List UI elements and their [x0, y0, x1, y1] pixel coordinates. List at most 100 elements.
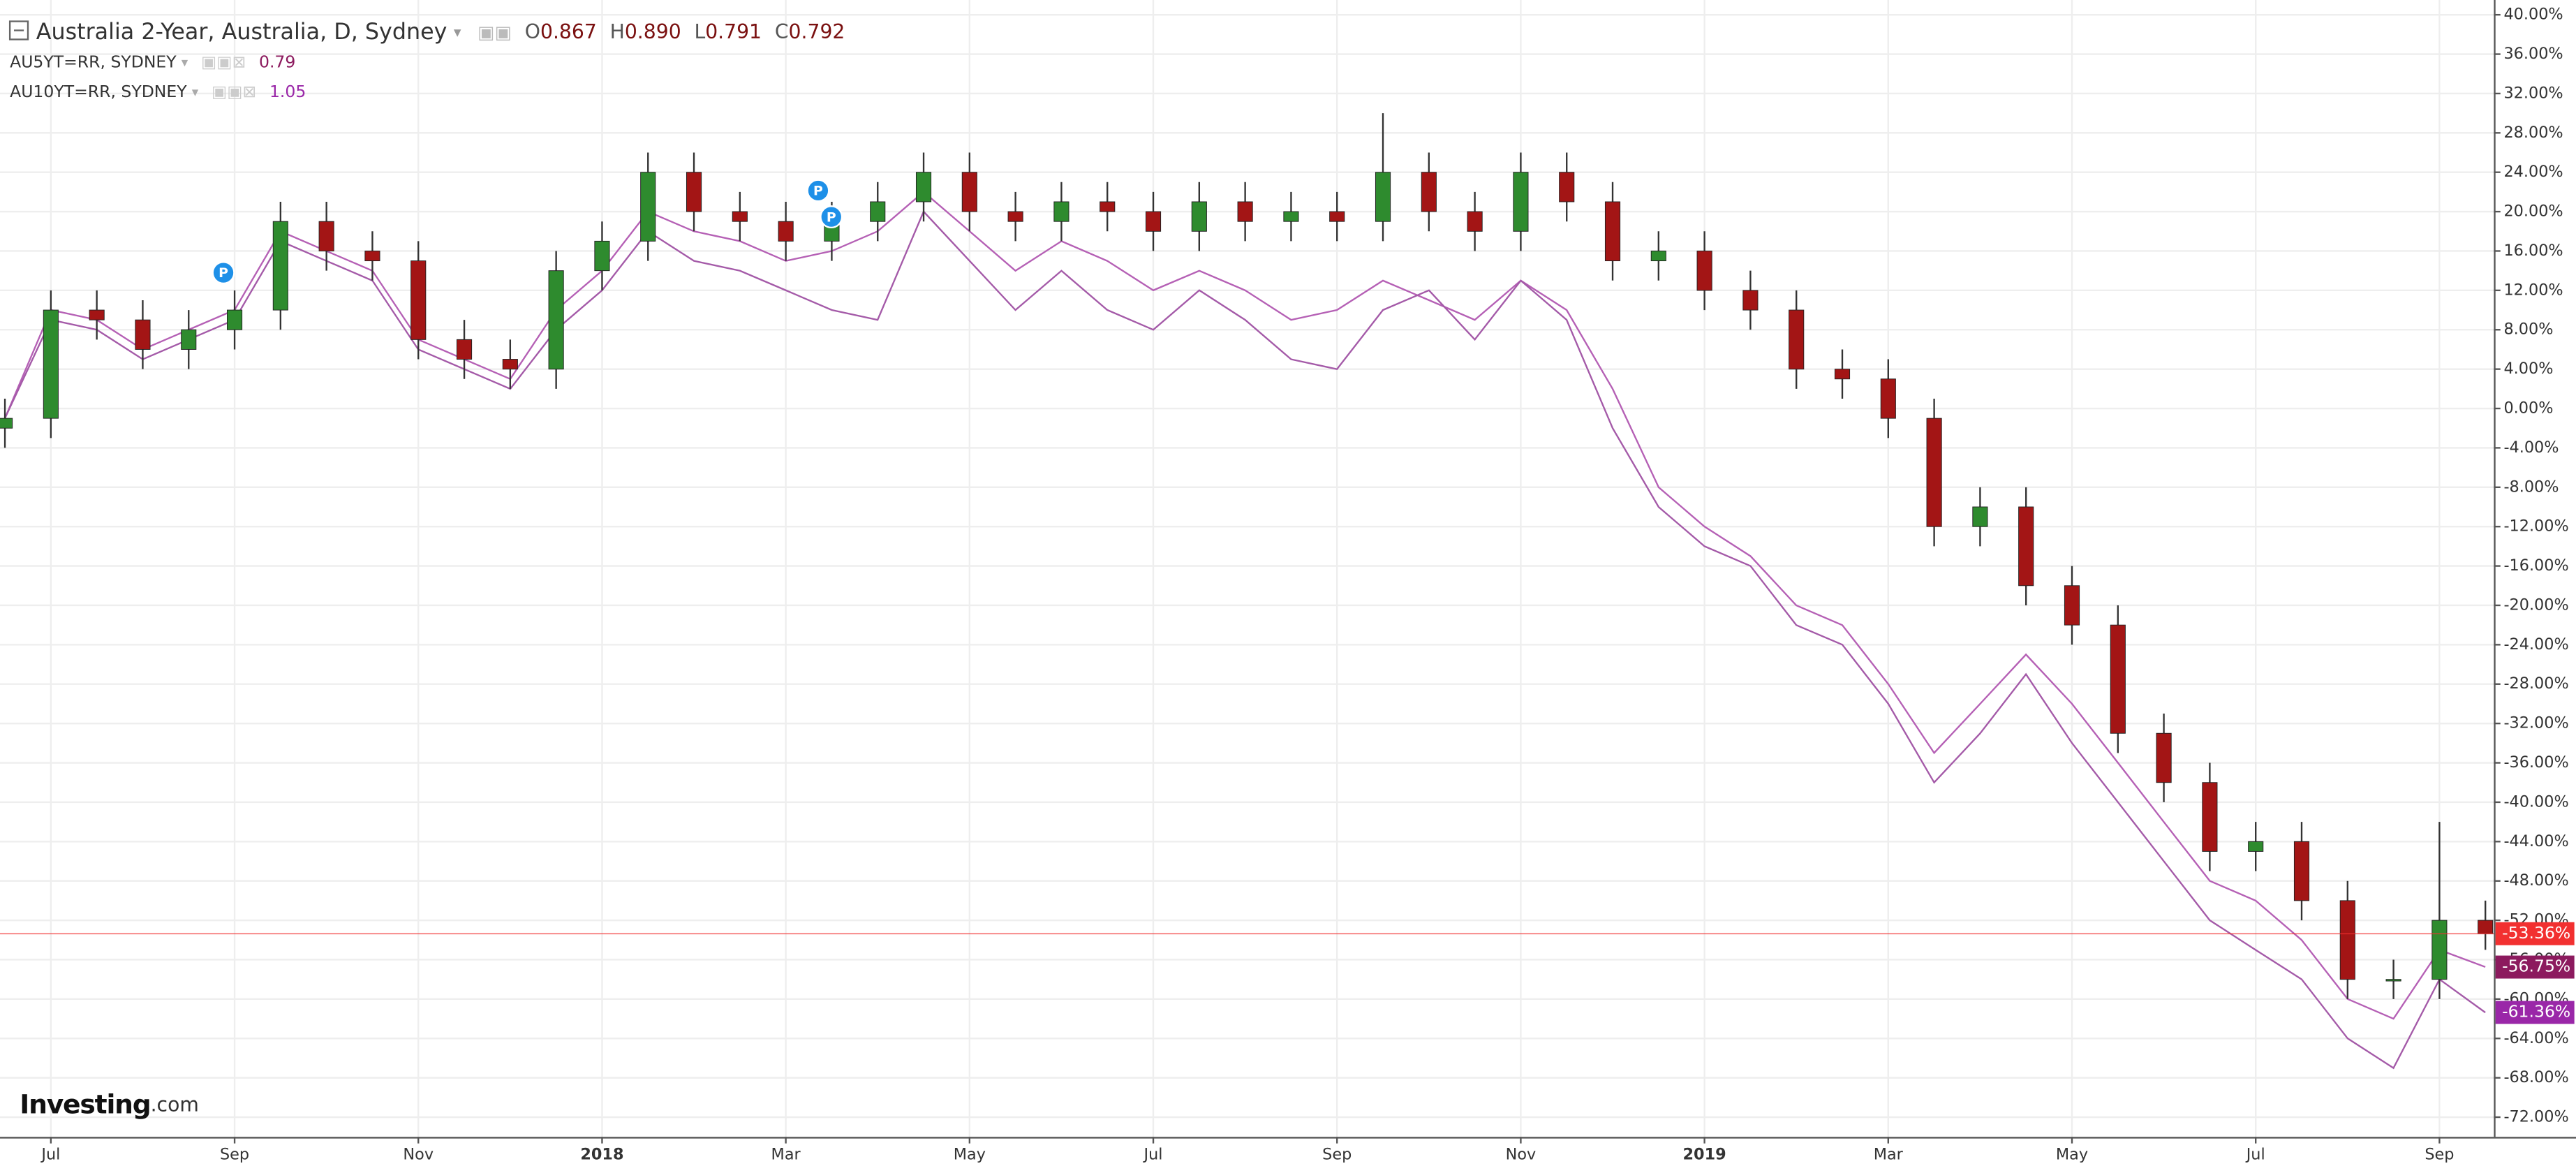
candle-body: [2018, 506, 2034, 586]
y-tick-label: -24.00%: [2503, 635, 2568, 654]
candle-body: [1604, 201, 1621, 262]
y-tick-label: 8.00%: [2503, 320, 2553, 339]
x-tick-label: Mar: [771, 1146, 801, 1164]
y-tick-label: 12.00%: [2503, 281, 2563, 299]
visibility-icon[interactable]: ▣▣: [478, 22, 512, 43]
x-tick-label: Sep: [220, 1146, 249, 1164]
x-tick-label: Mar: [1874, 1146, 1904, 1164]
header: Australia 2-Year, Australia, D, Sydney ▾ ▣…: [8, 20, 845, 101]
y-tick-label: 32.00%: [2503, 84, 2563, 102]
price-tag-label: -61.36%: [2502, 1002, 2570, 1021]
ohlc-value: 0.791: [705, 20, 762, 43]
event-marker[interactable]: [212, 261, 235, 285]
candle-body: [2110, 624, 2126, 734]
x-tick-label: 2019: [1683, 1146, 1726, 1164]
candle-body: [1375, 172, 1391, 222]
y-tick-label: 4.00%: [2503, 360, 2553, 378]
candle-body: [1100, 201, 1116, 212]
plot-area: PPP: [0, 113, 2494, 1070]
candle-body: [2478, 920, 2494, 934]
event-marker-label: P: [813, 184, 823, 199]
ohlc-value: 0.867: [540, 20, 597, 43]
watermark-brand: Investing: [20, 1089, 150, 1119]
candle-body: [2339, 900, 2355, 980]
candle-body: [502, 359, 518, 370]
candle-body: [89, 309, 105, 320]
y-tick-label: -36.00%: [2503, 753, 2568, 772]
candle-body: [2293, 841, 2310, 901]
candle-body: [135, 319, 151, 350]
series-header-value: 1.05: [269, 81, 306, 101]
candle-body: [594, 240, 610, 272]
candle-body: [2385, 979, 2401, 982]
candle-body: [1145, 211, 1162, 232]
y-tick-label: 28.00%: [2503, 124, 2563, 142]
candle-body: [548, 270, 564, 370]
dropdown-arrow[interactable]: ▾: [182, 55, 188, 70]
candle-body: [1283, 211, 1299, 222]
y-tick-label: -4.00%: [2503, 438, 2559, 457]
x-tick-label: May: [2056, 1146, 2088, 1164]
ohlc-value: 0.792: [789, 20, 845, 43]
series-icons[interactable]: ▣▣⊠: [201, 52, 246, 71]
series-header: AU10YT=RR, SYDNEY ▾ ▣▣⊠ 1.05: [10, 81, 306, 101]
ohlc-key: H: [610, 20, 625, 43]
price-tag-label: -53.36%: [2502, 923, 2570, 943]
candle-body: [961, 172, 977, 212]
candle-body: [2248, 841, 2264, 852]
dropdown-arrow[interactable]: ▾: [454, 23, 461, 40]
grid: [0, 0, 2494, 1137]
candle-body: [1191, 201, 1207, 232]
candle-body: [1650, 251, 1666, 262]
price-tag: [2495, 922, 2575, 945]
candle-body: [0, 418, 13, 429]
candle-body: [1237, 201, 1253, 222]
dropdown-arrow[interactable]: ▾: [192, 84, 199, 99]
ohlc-value: 0.890: [625, 20, 681, 43]
candle-body: [870, 201, 886, 222]
y-tick-label: 24.00%: [2503, 163, 2563, 181]
y-tick-label: -28.00%: [2503, 674, 2568, 693]
candle-body: [2156, 732, 2172, 783]
series-header: AU5YT=RR, SYDNEY ▾ ▣▣⊠ 0.79: [10, 52, 295, 71]
y-tick-label: -20.00%: [2503, 596, 2568, 614]
ohlc-key: O: [525, 20, 540, 43]
price-tag: [2495, 955, 2575, 979]
candle-body: [43, 309, 59, 419]
event-marker-label: P: [219, 266, 228, 281]
y-tick-label: -8.00%: [2503, 478, 2559, 496]
candle-body: [1329, 211, 1345, 222]
candle-body: [364, 251, 380, 262]
series-header-value: 0.79: [259, 52, 295, 71]
watermark-suffix: .com: [151, 1093, 199, 1116]
price-tag: [2495, 1001, 2575, 1024]
y-tick-label: 20.00%: [2503, 202, 2563, 221]
candle-body: [686, 172, 702, 212]
candle-body: [272, 221, 288, 311]
candle-body: [1972, 506, 1988, 527]
event-marker[interactable]: [820, 205, 843, 229]
candle-body: [915, 172, 932, 202]
candle-body: [1742, 290, 1759, 311]
axes: 40.00% 36.00% 32.00% 28.00% 24.00% 20.00% 16.0…: [40, 6, 2575, 1164]
event-marker-label: P: [827, 210, 836, 225]
event-marker[interactable]: [806, 179, 830, 202]
x-tick-label: Jul: [40, 1146, 60, 1164]
y-tick-label: 16.00%: [2503, 242, 2563, 260]
candle-body: [778, 221, 794, 242]
x-tick-label: May: [954, 1146, 986, 1164]
collapse-icon[interactable]: [8, 20, 29, 40]
candle-body: [1467, 211, 1483, 232]
candle-body: [1421, 172, 1437, 212]
candle-body: [318, 221, 334, 251]
x-tick-label: Sep: [1322, 1146, 1352, 1164]
candle-body: [2202, 782, 2218, 852]
candle-body: [1789, 309, 1805, 370]
series-icons[interactable]: ▣▣⊠: [212, 81, 256, 101]
candle-body: [1007, 211, 1023, 222]
y-tick-label: -40.00%: [2503, 792, 2568, 811]
y-tick-label: -16.00%: [2503, 556, 2568, 575]
y-tick-label: -44.00%: [2503, 832, 2568, 850]
